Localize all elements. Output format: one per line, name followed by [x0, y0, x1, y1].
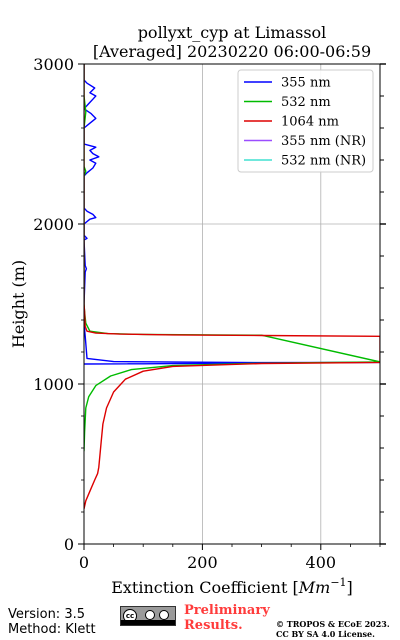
y-tick-label: 0	[64, 535, 74, 554]
x-tick-label: 0	[79, 553, 89, 572]
preliminary-line2: Results.	[184, 618, 243, 633]
legend: 355 nm 532 nm 1064 nm 355 nm (NR) 532 nm (NR…	[237, 69, 374, 173]
version-text: Version: 3.5	[8, 607, 85, 622]
chart-title-line2: [Averaged] 20230220 06:00-06:59	[93, 42, 371, 61]
cc-by-sa-icon: cc	[120, 606, 176, 626]
legend-box	[237, 69, 374, 173]
copyright-line2: CC BY SA 4.0 License.	[276, 629, 375, 639]
sa-icon	[159, 610, 169, 620]
x-axis-label-exponent: −1	[330, 576, 346, 589]
x-tick-label: 200	[187, 553, 218, 572]
legend-label: 355 nm	[281, 76, 331, 91]
data-lines	[84, 64, 380, 509]
preliminary-notice: Preliminary Results.	[184, 603, 270, 633]
copyright-line1: © TROPOS & ECoE 2023.	[276, 619, 390, 629]
copyright-notice: © TROPOS & ECoE 2023. CC BY SA 4.0 Licen…	[276, 619, 390, 639]
preliminary-line1: Preliminary	[184, 603, 270, 618]
series-group	[84, 64, 380, 509]
ticks	[78, 63, 386, 550]
cc-license-strip	[121, 620, 175, 625]
x-axis-label-end: ]	[347, 578, 353, 597]
method-text: Method: Klett	[8, 622, 96, 637]
x-axis-label-text: Extinction Coefficient [	[111, 578, 299, 597]
extinction-profile-chart: pollyxt_cyp at Limassol [Averaged] 20230…	[9, 23, 386, 597]
x-axis-label: Extinction Coefficient [Mm−1]	[111, 576, 353, 597]
chart-title-line1: pollyxt_cyp at Limassol	[138, 23, 327, 42]
legend-label: 1064 nm	[281, 115, 339, 130]
x-axis-label-unit: Mm	[298, 578, 331, 597]
legend-label: 532 nm (NR)	[281, 154, 366, 169]
y-tick-label: 3000	[33, 55, 74, 74]
y-tick-label: 1000	[33, 375, 74, 394]
x-tick-label: 400	[306, 553, 337, 572]
legend-label: 355 nm (NR)	[281, 134, 366, 149]
y-axis-label: Height (m)	[9, 260, 28, 348]
legend-label: 532 nm	[281, 95, 331, 110]
series-line-355-nm	[84, 64, 380, 365]
series-line-1064-nm	[84, 64, 380, 509]
tick-labels: 0 200 400 0 1000 2000 3000	[33, 55, 336, 572]
by-icon	[145, 610, 155, 620]
y-tick-label: 2000	[33, 215, 74, 234]
